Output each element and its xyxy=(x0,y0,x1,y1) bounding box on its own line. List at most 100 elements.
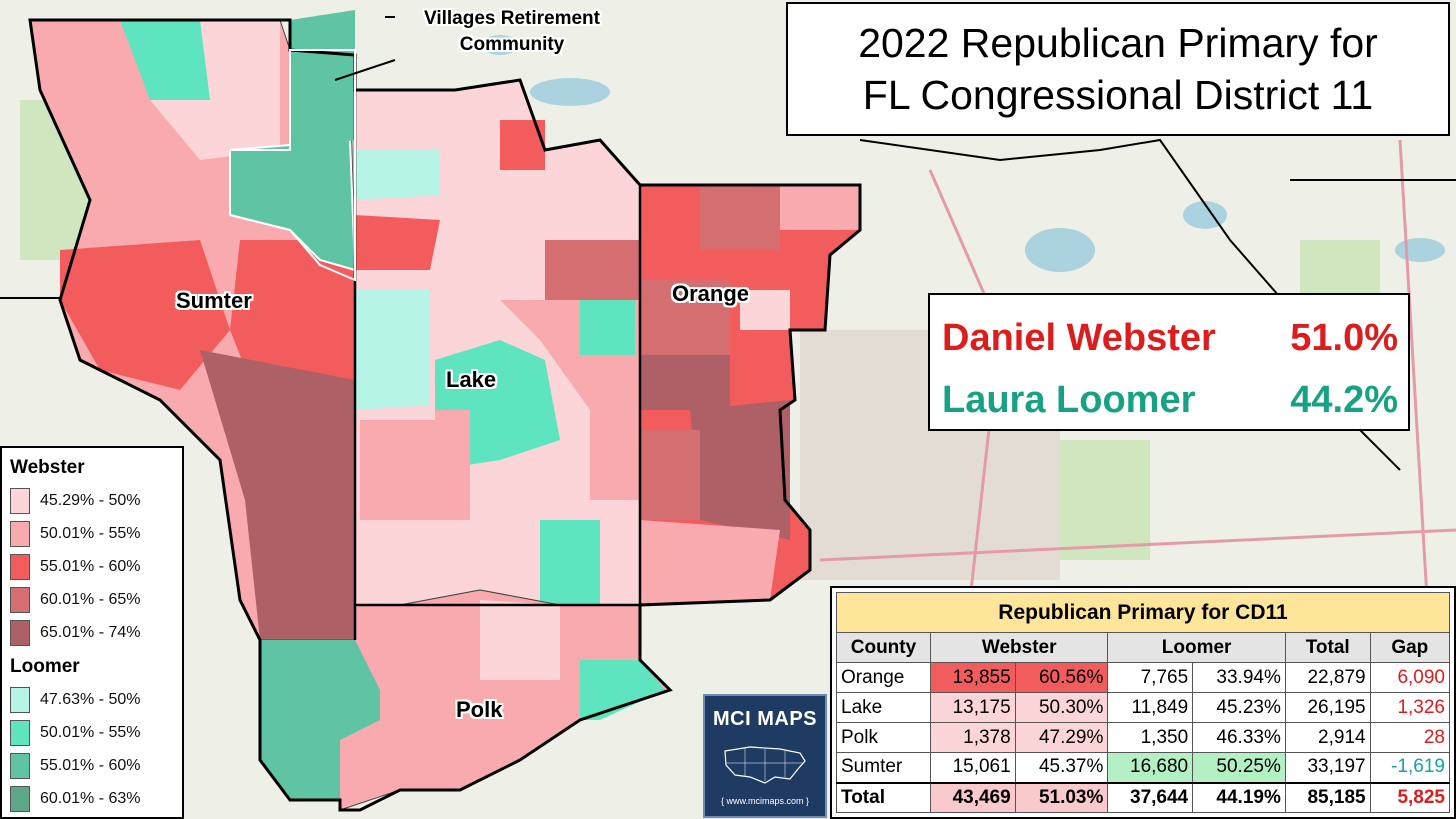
table-row: Orange 13,855 60.56% 7,765 33.94% 22,879… xyxy=(836,662,1451,693)
sumter-precinct xyxy=(230,240,355,380)
legend-webster-bins: 45.29% - 50% 50.01% - 55% 55.01% - 60% 60.0… xyxy=(10,484,182,649)
logo-title: MCI MAPS xyxy=(713,708,817,730)
legend-item: 60.01% - 63% xyxy=(10,782,182,815)
candidate-pct: 51.0% xyxy=(1290,317,1398,359)
lake-shape xyxy=(1183,201,1227,229)
legend-item: 60.01% - 65% xyxy=(10,583,182,616)
vote-gap: 1,326 xyxy=(1369,692,1451,723)
lake-precinct xyxy=(355,150,440,200)
title-line-1: 2022 Republican Primary for xyxy=(858,20,1378,66)
county-lake xyxy=(354,79,641,606)
webster-pct: 45.37% xyxy=(1014,752,1109,783)
table-title: Republican Primary for CD11 xyxy=(836,592,1450,633)
county-label-sumter: Sumter xyxy=(176,288,252,313)
legend-range-label: 47.63% - 50% xyxy=(40,690,141,708)
candidate-name: Laura Loomer xyxy=(942,379,1196,421)
legend-item: 47.63% - 50% xyxy=(10,683,182,716)
lake-shape xyxy=(482,35,518,55)
lake-shape xyxy=(1025,228,1095,272)
total-votes-total: 85,185 xyxy=(1284,781,1371,813)
legend-swatch xyxy=(10,785,30,812)
legend-swatch xyxy=(10,619,30,646)
county-sumter xyxy=(29,10,357,641)
orange-precinct xyxy=(740,290,790,330)
loomer-votes: 7,765 xyxy=(1107,662,1194,693)
lake-precinct xyxy=(355,215,440,270)
legend-swatch xyxy=(10,487,30,514)
lake-precinct xyxy=(360,420,470,520)
legend-swatch xyxy=(10,586,30,613)
legend-swatch xyxy=(10,520,30,547)
loomer-votes: 1,350 xyxy=(1107,722,1194,753)
legend-range-label: 45.29% - 50% xyxy=(40,491,141,509)
county-name: Lake xyxy=(836,692,931,723)
legend-item: 55.01% - 60% xyxy=(10,550,182,583)
webster-votes-total: 43,469 xyxy=(929,781,1016,813)
legend-item: 50.01% - 55% xyxy=(10,517,182,550)
table-total-row: Total 43,469 51.03% 37,644 44.19% 85,185… xyxy=(836,781,1451,813)
sumter-precinct xyxy=(200,350,355,640)
lake-precinct xyxy=(540,520,600,605)
orange-precinct xyxy=(640,280,730,355)
vote-gap-total: 5,825 xyxy=(1369,781,1451,813)
orange-precinct xyxy=(690,400,790,540)
webster-votes: 13,175 xyxy=(929,692,1016,723)
county-label-polk: Polk xyxy=(456,697,503,722)
lake-precinct xyxy=(545,240,640,300)
legend-item: 45.29% - 50% xyxy=(10,484,182,517)
legend-heading-webster: Webster xyxy=(10,457,85,478)
lake-shape xyxy=(530,78,610,106)
webster-pct-total: 51.03% xyxy=(1014,781,1109,813)
county-label-orange: Orange xyxy=(672,281,750,306)
table-row: Lake 13,175 50.30% 11,849 45.23% 26,195 … xyxy=(836,692,1451,723)
header-total: Total xyxy=(1284,632,1371,663)
result-webster: Daniel Webster 51.0% xyxy=(942,307,1398,369)
legend-swatch xyxy=(10,719,30,746)
legend-swatch xyxy=(10,752,30,779)
total-votes: 33,197 xyxy=(1284,752,1371,783)
orange-precinct xyxy=(780,185,860,230)
headline-results: Daniel Webster 51.0% Laura Loomer 44.2% xyxy=(928,293,1410,431)
webster-votes: 1,378 xyxy=(929,722,1016,753)
villages-outline xyxy=(229,49,356,282)
vote-gap: -1,619 xyxy=(1369,752,1451,783)
legend-item: 55.01% - 60% xyxy=(10,749,182,782)
loomer-pct-total: 44.19% xyxy=(1192,781,1286,813)
legend-heading-loomer: Loomer xyxy=(10,656,80,677)
loomer-pct: 46.33% xyxy=(1192,722,1286,753)
orange-precinct xyxy=(640,355,730,410)
legend-range-label: 50.01% - 55% xyxy=(40,723,141,741)
sumter-precinct xyxy=(60,240,230,390)
orange-precinct xyxy=(700,185,780,250)
polk-precinct xyxy=(480,600,560,680)
candidate-pct: 44.2% xyxy=(1290,379,1398,421)
mci-maps-logo: MCI MAPS { www.mcimaps.com } xyxy=(703,694,827,818)
loomer-pct: 45.23% xyxy=(1192,692,1286,723)
sumter-precinct xyxy=(120,20,210,100)
polk-precinct xyxy=(580,660,665,720)
results-table: Republican Primary for CD11 County Webst… xyxy=(830,586,1456,819)
county-name: Polk xyxy=(836,722,931,753)
legend-range-label: 50.01% - 55% xyxy=(40,524,141,542)
webster-votes: 15,061 xyxy=(929,752,1016,783)
district-outline xyxy=(28,18,862,812)
webster-pct: 50.30% xyxy=(1014,692,1109,723)
table-row: Polk 1,378 47.29% 1,350 46.33% 2,914 28 xyxy=(836,722,1451,753)
header-gap: Gap xyxy=(1369,632,1451,663)
county-name: Sumter xyxy=(836,752,931,783)
county-name: Orange xyxy=(836,662,931,693)
loomer-votes-total: 37,644 xyxy=(1107,781,1194,813)
total-votes: 22,879 xyxy=(1284,662,1371,693)
legend-swatch xyxy=(10,686,30,713)
villages-precincts xyxy=(290,10,355,150)
legend-range-label: 60.01% - 65% xyxy=(40,590,141,608)
lake-precinct xyxy=(500,120,545,170)
lake-precinct xyxy=(590,410,640,500)
vote-gap: 28 xyxy=(1369,722,1451,753)
legend-item: 50.01% - 55% xyxy=(10,716,182,749)
loomer-votes: 11,849 xyxy=(1107,692,1194,723)
table-row: Sumter 15,061 45.37% 16,680 50.25% 33,19… xyxy=(836,752,1451,783)
header-webster: Webster xyxy=(929,632,1109,663)
total-votes: 2,914 xyxy=(1284,722,1371,753)
polk-precinct xyxy=(260,640,380,800)
